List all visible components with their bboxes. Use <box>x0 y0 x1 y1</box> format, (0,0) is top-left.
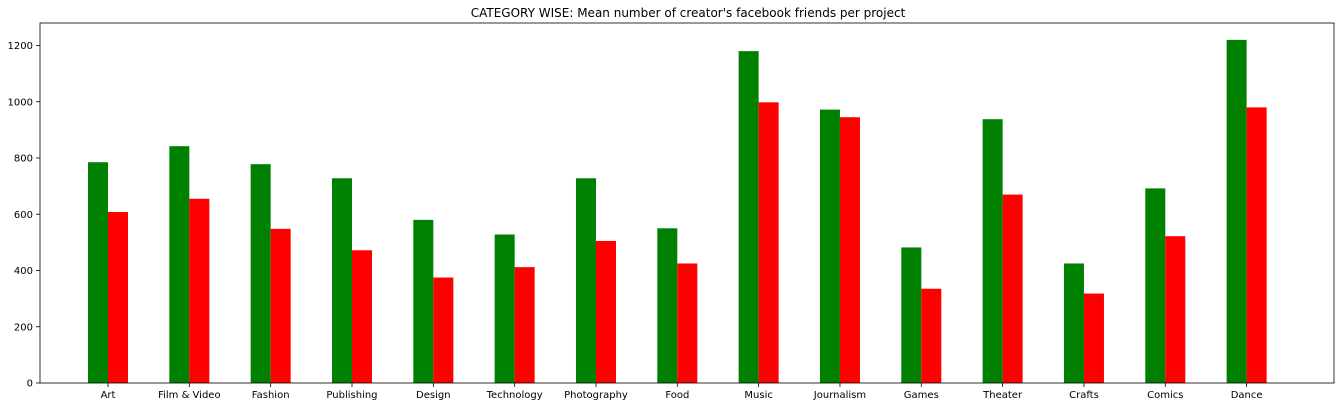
bar-2-fashion <box>270 228 291 383</box>
bar-1-music <box>738 51 759 383</box>
chart-title: CATEGORY WISE: Mean number of creator's … <box>471 6 906 20</box>
bar-1-food <box>657 228 678 383</box>
x-tick-label: Fashion <box>252 390 290 401</box>
y-axis: 0 200 400 600 800 1000 1200 <box>8 41 40 390</box>
y-tick-label: 200 <box>14 322 33 333</box>
bar-2-music <box>758 102 779 383</box>
x-tick-label: Publishing <box>326 390 377 401</box>
bar-1-fashion <box>250 164 271 383</box>
y-tick-label: 0 <box>27 379 33 390</box>
y-tick-label: 1200 <box>8 41 33 52</box>
bar-2-comics <box>1165 236 1186 383</box>
bar-2-film-video <box>189 198 210 383</box>
y-tick-label: 400 <box>14 266 33 277</box>
bar-2-design <box>433 277 454 383</box>
bar-1-journalism <box>819 109 840 383</box>
x-tick-label: Journalism <box>813 390 866 401</box>
bar-2-dance <box>1246 107 1267 383</box>
bar-2-art <box>108 212 128 383</box>
bar-2-food <box>677 263 698 383</box>
x-tick-label: Games <box>904 390 939 401</box>
x-tick-label: Theater <box>982 390 1023 401</box>
bar-1-crafts <box>1063 263 1084 383</box>
bar-2-journalism <box>839 117 860 383</box>
x-tick-label: Film & Video <box>158 390 221 401</box>
bar-2-photography <box>595 240 616 383</box>
bar-2-crafts <box>1083 293 1104 383</box>
bar-1-design <box>413 219 434 383</box>
x-axis: Art Film & Video Fashion Publishing Design Te… <box>101 383 1263 401</box>
bar-2-technology <box>514 267 535 383</box>
y-tick-label: 800 <box>14 154 33 165</box>
x-tick-label: Technology <box>486 390 543 401</box>
bar-2-games <box>921 288 942 383</box>
x-tick-label: Dance <box>1231 390 1263 401</box>
plot-frame <box>39 22 1335 384</box>
bar-2-publishing <box>351 250 372 383</box>
bar-1-art <box>88 162 108 383</box>
bar-1-photography <box>575 178 596 383</box>
x-tick-label: Art <box>101 390 116 401</box>
x-tick-label: Food <box>665 390 689 401</box>
x-tick-label: Photography <box>564 390 628 401</box>
x-tick-label: Design <box>416 390 451 401</box>
x-tick-label: Music <box>744 390 772 401</box>
bar-1-theater <box>982 119 1003 383</box>
bar-1-dance <box>1226 39 1247 383</box>
bars-group <box>88 39 1267 383</box>
bar-1-games <box>901 247 922 383</box>
bar-1-comics <box>1145 188 1166 383</box>
bar-1-film-video <box>169 146 190 383</box>
x-tick-label: Comics <box>1147 390 1183 401</box>
y-tick-label: 1000 <box>8 97 33 108</box>
x-tick-label: Crafts <box>1069 390 1099 401</box>
bar-1-technology <box>494 234 515 383</box>
bar-2-theater <box>1002 194 1023 383</box>
y-tick-label: 600 <box>14 210 33 221</box>
bar-1-publishing <box>331 178 352 383</box>
